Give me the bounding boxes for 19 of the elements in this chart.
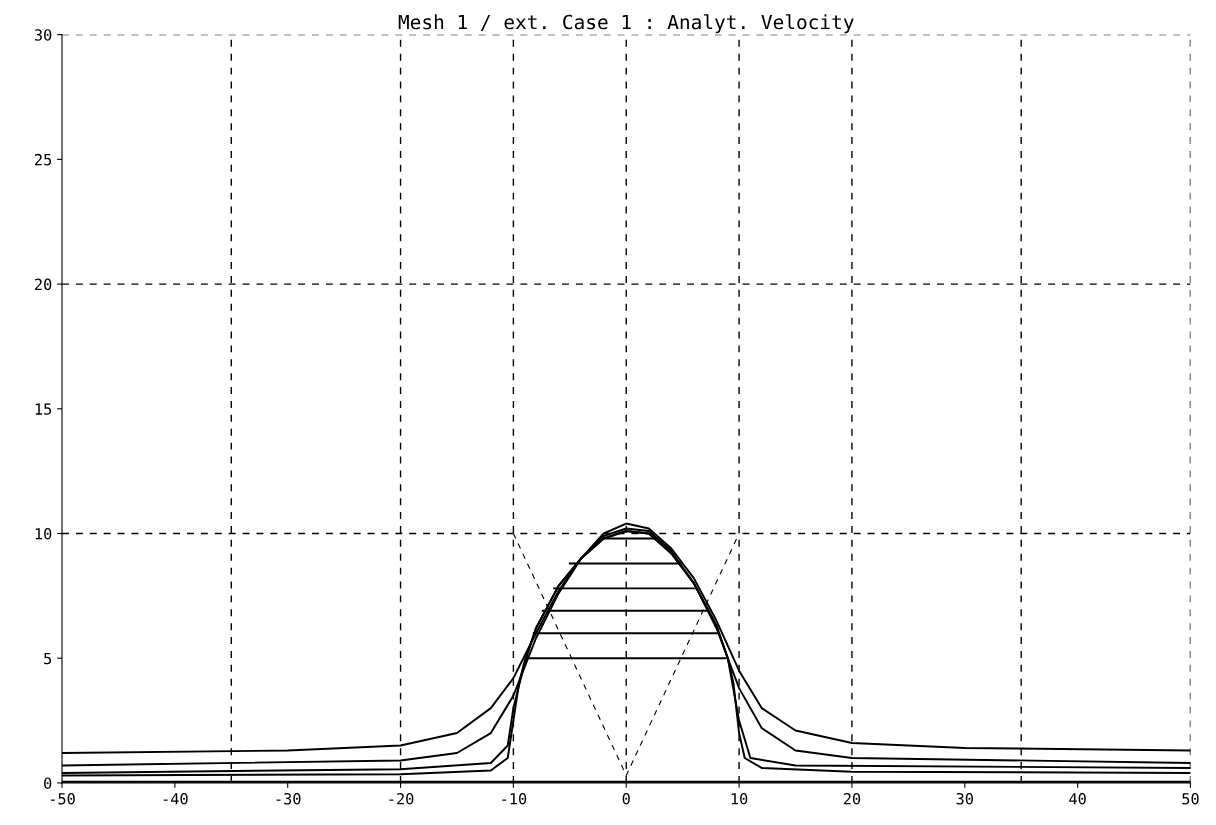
x-tick-label: -30 (276, 793, 301, 805)
y-tick-label: 25 (35, 153, 52, 166)
y-tick-label: 0 (44, 777, 52, 789)
x-tick-label: 30 (956, 793, 973, 805)
y-tick-label: 30 (34, 29, 52, 41)
y-tick-label: 10 (35, 528, 52, 540)
x-tick-label: 10 (731, 793, 748, 805)
y-tick-label: 20 (35, 278, 52, 291)
x-tick-label: -50 (50, 793, 75, 805)
y-tick-label: 15 (35, 403, 52, 415)
x-tick-label: -10 (502, 793, 527, 805)
x-tick-label: 0 (622, 793, 630, 805)
y-tick-label: 5 (44, 652, 52, 665)
x-tick-label: 20 (843, 793, 861, 805)
x-tick-label: -20 (389, 793, 414, 805)
chart-title: Mesh 1 / ext. Case 1 : Analyt. Velocity (398, 14, 854, 34)
x-tick-label: 50 (1182, 793, 1199, 805)
x-tick-label: 40 (1069, 793, 1086, 805)
x-tick-label: -40 (163, 793, 188, 805)
